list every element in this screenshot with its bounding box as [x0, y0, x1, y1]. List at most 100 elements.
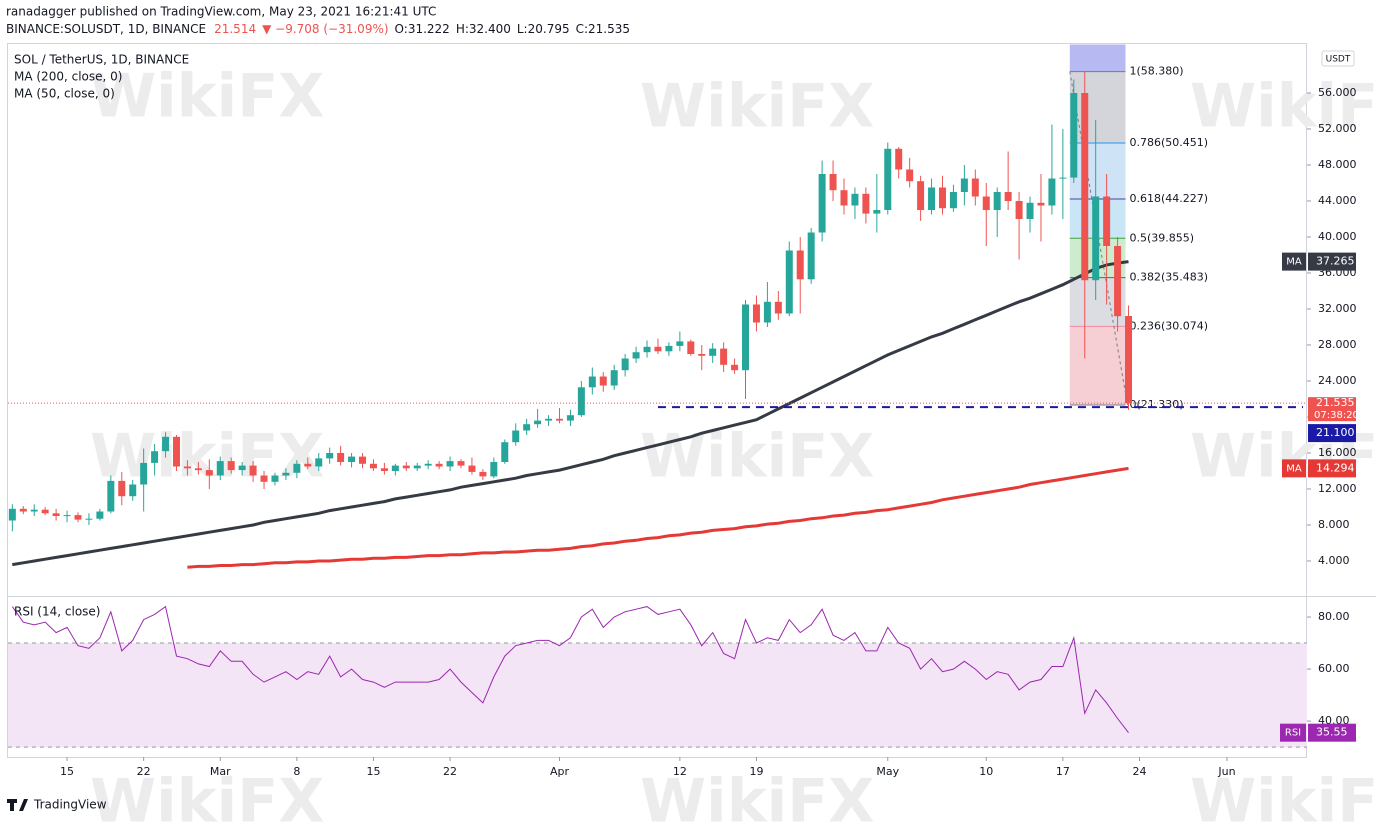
watermarks: WikiFX WikiFX WikiFX WikiFX WikiFX WikiFX Wiki…	[90, 62, 1376, 823]
candle-body	[96, 511, 104, 519]
candle-body	[1092, 196, 1100, 281]
x-tick-label: May	[876, 765, 899, 778]
candle-body	[183, 466, 191, 469]
candle-body	[315, 458, 323, 467]
y-tick-label: 32.000	[1318, 302, 1357, 315]
x-tick-label: 19	[749, 765, 763, 778]
x-tick-label: 24	[1132, 765, 1146, 778]
candle-body	[1048, 178, 1056, 206]
chart-title: SOL / TetherUS, 1D, BINANCE	[14, 53, 189, 67]
candle-body	[1015, 201, 1023, 219]
watermark: WikiFX	[640, 72, 874, 142]
candle-body	[457, 461, 465, 466]
candle-body	[555, 418, 563, 421]
candle-body	[752, 304, 760, 323]
candle-body	[654, 346, 662, 352]
ma-tag-box	[1282, 252, 1306, 271]
ma-tag: MA	[1286, 257, 1302, 268]
candle-body	[534, 420, 542, 425]
candle-body	[621, 358, 629, 371]
candle-body	[829, 174, 837, 191]
rsi-band	[8, 643, 1307, 748]
candle-body	[8, 508, 16, 521]
candle-body	[172, 436, 180, 467]
currency: USDT	[1326, 55, 1351, 65]
x-tick-label: 10	[979, 765, 993, 778]
candle-body	[676, 341, 684, 346]
ma-box	[1308, 459, 1356, 478]
candle-body	[468, 465, 476, 472]
close: C:21.535	[576, 22, 630, 36]
candle-body	[107, 480, 115, 512]
y-tick-label: 28.000	[1318, 338, 1357, 351]
y-tick-label: 48.000	[1318, 158, 1357, 171]
candle-body	[424, 463, 432, 466]
candle-body	[960, 178, 968, 192]
candle-body	[260, 475, 268, 482]
fib-label: 0.382(35.483)	[1130, 271, 1209, 284]
rsi-line	[11, 605, 1129, 734]
rsi-tick-label: 80.00	[1318, 610, 1350, 623]
candle-body	[643, 346, 651, 353]
candle-body	[1026, 202, 1034, 219]
watermark: WikiFX	[90, 767, 324, 823]
candle-body	[982, 196, 990, 210]
candle-body	[523, 424, 531, 431]
x-tick-label: 15	[366, 765, 380, 778]
rsi-tick-label: 60.00	[1318, 662, 1350, 675]
candle-body	[304, 463, 312, 467]
candle-body	[742, 304, 750, 371]
candle-body	[19, 508, 27, 512]
candle-body	[151, 451, 159, 463]
watermark: WikiFX	[640, 767, 874, 823]
watermark: WikiFX	[90, 62, 324, 132]
candle-body	[840, 190, 848, 206]
candle-body	[665, 345, 673, 352]
x-tick-label: Apr	[550, 765, 570, 778]
last: 21.514	[214, 22, 256, 36]
logo-text: TradingView	[33, 798, 107, 812]
candle-body	[938, 187, 946, 209]
candle-body	[293, 463, 301, 473]
candle-body	[282, 472, 290, 476]
candle-body	[873, 210, 881, 214]
rsi-box	[1308, 723, 1356, 742]
plot: 4.0008.00012.00016.00020.00024.00028.000…	[8, 44, 1359, 778]
ma-line	[12, 260, 1129, 567]
x-tick-label: 15	[60, 765, 74, 778]
candle-body	[391, 465, 399, 471]
candle-body	[501, 442, 509, 462]
candle-body	[413, 465, 421, 469]
candle-body	[577, 387, 585, 416]
candle-body	[709, 348, 717, 356]
y-tick-label: 16.000	[1318, 446, 1357, 459]
candle-body	[720, 348, 728, 365]
candle-body	[851, 193, 859, 206]
candle-body	[369, 463, 377, 469]
fib-label: 0.236(30.074)	[1130, 319, 1209, 332]
candle-body	[687, 341, 695, 354]
candle-body	[337, 453, 345, 462]
candle-body	[862, 193, 870, 214]
fib-zone	[1069, 71, 1126, 143]
candle-body	[545, 418, 553, 421]
candle-body	[359, 456, 367, 464]
candle-body	[906, 169, 914, 182]
y-tick-label: 12.000	[1318, 482, 1357, 495]
y-tick-label: 40.000	[1318, 230, 1357, 243]
candle-body	[588, 376, 596, 388]
rsi-last-label: 35.55	[1316, 726, 1348, 739]
currency-box	[1321, 50, 1355, 67]
candle-body	[566, 415, 574, 421]
candle-body	[763, 301, 771, 323]
x-tick-label: 12	[673, 765, 687, 778]
fib-zone	[1069, 142, 1126, 199]
watermark: WikiFX	[1190, 767, 1376, 823]
candle-body	[1125, 316, 1133, 404]
fib-label: 1(58.380)	[1130, 65, 1184, 78]
watermark: WikiFX	[90, 422, 324, 492]
candle-body	[971, 178, 979, 197]
last-price-box	[1308, 397, 1356, 422]
fib-zone	[1069, 326, 1126, 406]
